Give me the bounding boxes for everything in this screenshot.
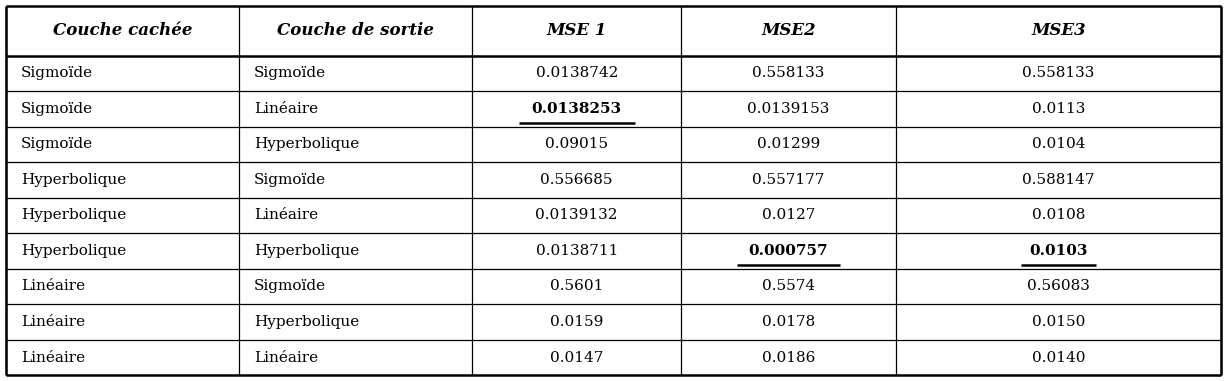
Text: Hyperbolique: Hyperbolique (254, 244, 360, 258)
Text: 0.0113: 0.0113 (1032, 102, 1085, 116)
Text: Linéaire: Linéaire (21, 351, 85, 365)
Text: 0.0139132: 0.0139132 (535, 208, 618, 223)
Text: 0.0108: 0.0108 (1032, 208, 1085, 223)
Text: 0.558133: 0.558133 (1022, 66, 1094, 80)
Text: 0.5601: 0.5601 (550, 280, 604, 293)
Text: 0.000757: 0.000757 (748, 244, 828, 258)
Text: 0.09015: 0.09015 (545, 138, 609, 151)
Text: Sigmoïde: Sigmoïde (254, 173, 326, 187)
Text: Hyperbolique: Hyperbolique (21, 208, 126, 223)
Text: 0.0127: 0.0127 (762, 208, 815, 223)
Text: 0.0178: 0.0178 (762, 315, 815, 329)
Text: MSE3: MSE3 (1031, 22, 1086, 39)
Text: 0.01299: 0.01299 (757, 138, 820, 151)
Text: 0.0139153: 0.0139153 (747, 102, 829, 116)
Text: MSE2: MSE2 (761, 22, 816, 39)
Text: Sigmoïde: Sigmoïde (21, 138, 93, 151)
Text: Hyperbolique: Hyperbolique (254, 138, 360, 151)
Text: Linéaire: Linéaire (254, 351, 318, 365)
Text: 0.0104: 0.0104 (1032, 138, 1085, 151)
Text: 0.557177: 0.557177 (752, 173, 825, 187)
Text: 0.0147: 0.0147 (550, 351, 604, 365)
Text: Hyperbolique: Hyperbolique (21, 244, 126, 258)
Text: Hyperbolique: Hyperbolique (254, 315, 360, 329)
Text: 0.0138253: 0.0138253 (531, 102, 622, 116)
Text: 0.588147: 0.588147 (1022, 173, 1094, 187)
Text: 0.0138711: 0.0138711 (535, 244, 618, 258)
Text: Linéaire: Linéaire (254, 102, 318, 116)
Text: 0.558133: 0.558133 (752, 66, 825, 80)
Text: Couche de sortie: Couche de sortie (277, 22, 434, 39)
Text: Hyperbolique: Hyperbolique (21, 173, 126, 187)
Text: Linéaire: Linéaire (254, 208, 318, 223)
Text: Sigmoïde: Sigmoïde (21, 102, 93, 116)
Text: MSE 1: MSE 1 (546, 22, 607, 39)
Text: Sigmoïde: Sigmoïde (254, 280, 326, 293)
Text: 0.5574: 0.5574 (762, 280, 815, 293)
Text: 0.0103: 0.0103 (1029, 244, 1087, 258)
Text: 0.0138742: 0.0138742 (535, 66, 618, 80)
Text: 0.56083: 0.56083 (1027, 280, 1090, 293)
Text: Linéaire: Linéaire (21, 315, 85, 329)
Text: Linéaire: Linéaire (21, 280, 85, 293)
Text: 0.0150: 0.0150 (1032, 315, 1085, 329)
Text: Couche cachée: Couche cachée (53, 22, 193, 39)
Text: 0.0159: 0.0159 (550, 315, 604, 329)
Text: Sigmoïde: Sigmoïde (254, 66, 326, 80)
Text: 0.0186: 0.0186 (762, 351, 815, 365)
Text: 0.0140: 0.0140 (1032, 351, 1085, 365)
Text: Sigmoïde: Sigmoïde (21, 66, 93, 80)
Text: 0.556685: 0.556685 (540, 173, 614, 187)
